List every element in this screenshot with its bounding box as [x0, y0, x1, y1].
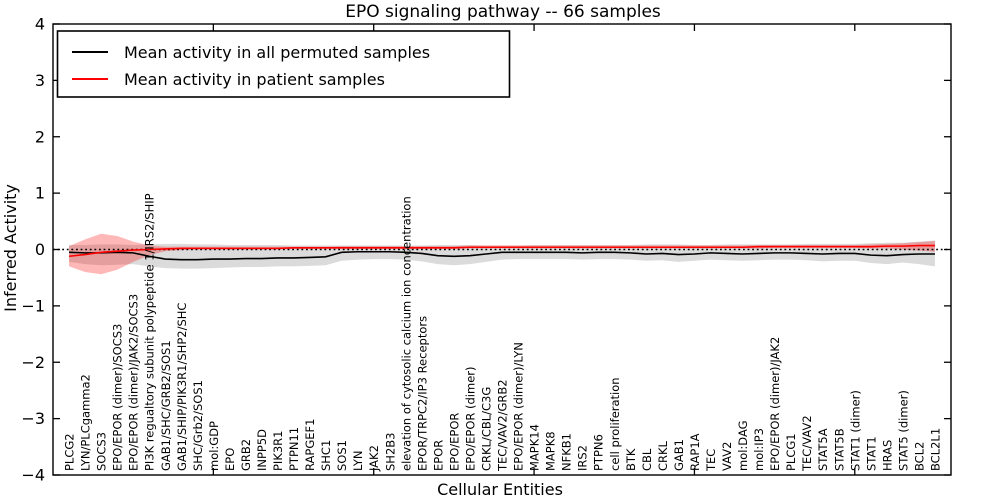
- x-category-label: TEC/VAV2/GRB2: [496, 379, 510, 472]
- x-category-label: EPO/EPOR (dimer)/JAK2/SOCS3: [127, 294, 141, 471]
- x-category-label: CBL: [640, 448, 654, 471]
- x-category-label: TEC/VAV2: [800, 415, 814, 472]
- x-category-label: mol:IP3: [752, 428, 766, 471]
- x-category-label: PTPN11: [287, 427, 301, 471]
- x-category-label: HRAS: [880, 440, 894, 471]
- x-category-label: INPP5D: [255, 429, 269, 471]
- x-category-label: BCL2L1: [928, 428, 942, 471]
- legend-label-permuted: Mean activity in all permuted samples: [124, 43, 430, 62]
- chart-title: EPO signaling pathway -- 66 samples: [345, 2, 661, 22]
- x-category-label: CRKL/CBL/C3G: [479, 387, 493, 471]
- x-category-label: STAT5A: [816, 428, 830, 471]
- x-category-label: SOS1: [335, 440, 349, 471]
- x-category-label: STAT5 (dimer): [896, 390, 910, 471]
- series-line-0: [69, 250, 935, 261]
- x-category-label: EPO/EPOR: [447, 413, 461, 471]
- x-category-label: PIK3R1: [271, 431, 285, 472]
- y-tick-label: 2: [35, 127, 45, 146]
- y-axis-label: Inferred Activity: [1, 184, 20, 312]
- x-category-label: LYN: [351, 450, 365, 471]
- x-category-label: SH2B3: [383, 433, 397, 471]
- x-category-label: mol:GDP: [207, 421, 221, 471]
- x-category-label: STAT5B: [832, 428, 846, 471]
- y-tick-label: −4: [21, 466, 45, 485]
- x-category-label: EPO/EPOR (dimer)/SOCS3: [111, 324, 125, 471]
- x-category-label: GAB1/SHIP/PIK3R1/SHP2/SHC: [175, 303, 189, 471]
- x-category-label: NFKB1: [560, 433, 574, 471]
- series-line-1: [68, 244, 935, 258]
- y-tick-label: −2: [21, 353, 45, 372]
- x-category-label: JAK2: [367, 445, 381, 472]
- x-category-label: EPO: [223, 448, 237, 471]
- y-tick-label: 4: [35, 15, 45, 34]
- x-category-label: SHC/Grb2/SOS1: [191, 380, 205, 471]
- legend: Mean activity in all permuted samples Me…: [56, 30, 511, 98]
- x-category-label: IRS2: [576, 445, 590, 471]
- x-category-label: PLCG1: [784, 433, 798, 471]
- x-category-label: SHC1: [319, 440, 333, 471]
- legend-label-patient: Mean activity in patient samples: [124, 70, 385, 89]
- x-category-label: GAB1/SHC/GRB2/SOS1: [159, 340, 173, 471]
- x-category-label: RAP1A: [688, 433, 702, 471]
- y-tick-label: 3: [35, 71, 45, 90]
- y-tick-label: −1: [21, 296, 45, 315]
- x-category-label: MAPK14: [528, 424, 542, 471]
- x-category-label: EPO/EPOR (dimer)/LYN: [512, 342, 526, 471]
- x-category-label: SOCS3: [95, 432, 109, 471]
- x-category-label: STAT1: [864, 436, 878, 471]
- x-category-label: PTPN6: [592, 434, 606, 471]
- x-category-label: elevation of cytosolic calcium ion conce…: [399, 196, 413, 471]
- x-category-label: CRKL: [656, 440, 670, 471]
- x-category-label: MAPK8: [544, 431, 558, 471]
- x-category-label: STAT1 (dimer): [848, 390, 862, 471]
- x-category-label: TEC: [704, 449, 718, 472]
- x-category-label: BTK: [624, 448, 638, 471]
- y-tick-label: 0: [35, 240, 45, 259]
- x-category-label: EPOR: [431, 440, 445, 471]
- x-category-label: RAPGEF1: [303, 419, 317, 471]
- x-category-label: cell proliferation: [608, 377, 622, 471]
- legend-box: [56, 30, 511, 98]
- x-category-label: BCL2: [912, 442, 926, 471]
- x-category-label: PLCG2: [63, 433, 77, 471]
- x-category-label: GRB2: [239, 439, 253, 471]
- x-category-label: EPO/EPOR (dimer): [463, 366, 477, 471]
- x-category-label: VAV2: [720, 442, 734, 471]
- confidence-band-0: [69, 240, 935, 269]
- x-category-label: mol:DAG: [736, 420, 750, 471]
- x-category-label: GAB1: [672, 439, 686, 471]
- y-tick-label: 1: [35, 184, 45, 203]
- x-category-label: LYN/PLCgamma2: [79, 374, 93, 471]
- x-axis-label: Cellular Entities: [437, 480, 563, 499]
- x-category-label: EPOR/TRPC2/IP3 Receptors: [415, 316, 429, 471]
- y-tick-label: −3: [21, 409, 45, 428]
- x-category-label: EPO/EPOR (dimer)/JAK2: [768, 337, 782, 471]
- x-category-label: PI3K regualtory subunit polypeptide 1/IR…: [143, 193, 157, 471]
